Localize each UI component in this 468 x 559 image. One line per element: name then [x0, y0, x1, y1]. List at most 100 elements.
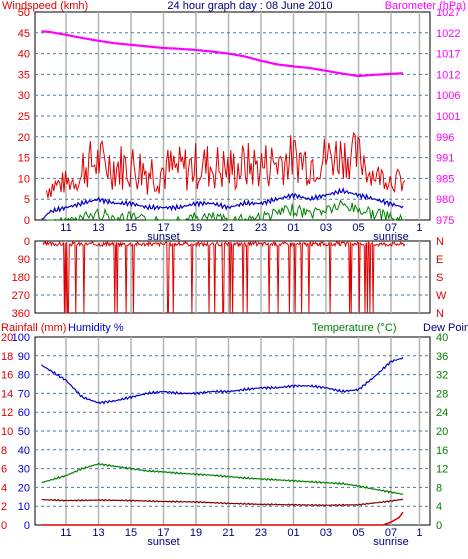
humidity-axis-title: Humidity % [68, 322, 124, 334]
wind-low-line [46, 199, 405, 222]
sunset-label: sunset [147, 536, 179, 548]
barometer-tick-label: 1022 [436, 28, 460, 40]
humidity-tick-label: 70 [18, 388, 30, 400]
wind-tick-label: 40 [18, 49, 30, 61]
x-tick-label: 03 [320, 222, 332, 234]
direction-tick-label: 0 [24, 236, 30, 248]
x-tick-label: 05 [352, 527, 364, 539]
temperature-tick-label: 28 [436, 388, 448, 400]
x-tick-label: 1 [416, 222, 422, 234]
temperature-tick-label: 24 [436, 407, 448, 419]
sunset-label: sunset [147, 231, 179, 243]
rain-tick-label: 2 [1, 501, 7, 513]
x-tick-label: 01 [287, 527, 299, 539]
wind-tick-label: 15 [18, 153, 30, 165]
x-tick-label: 03 [320, 527, 332, 539]
wind-tick-label: 5 [24, 194, 30, 206]
compass-tick-label: W [436, 290, 447, 302]
barometer-axis-title: Barometer (hPa) [385, 0, 466, 12]
direction-tick-label: 270 [12, 290, 30, 302]
wind-tick-label: 30 [18, 90, 30, 102]
compass-tick-label: S [436, 272, 443, 284]
rain-axis-title: Rainfall (mm) [1, 322, 66, 334]
temperature-tick-label: 8 [436, 482, 442, 494]
rain-tick-label: 14 [1, 388, 13, 400]
x-tick-label: 13 [92, 222, 104, 234]
humidity-tick-label: 80 [18, 370, 30, 382]
x-tick-label: 21 [222, 527, 234, 539]
rain-tick-label: 10 [1, 426, 13, 438]
x-tick-label: 13 [92, 527, 104, 539]
wind-tick-label: 20 [18, 132, 30, 144]
x-tick-label: 23 [255, 222, 267, 234]
rain-tick-label: 0 [1, 520, 7, 532]
direction-tick-label: 90 [18, 254, 30, 266]
x-tick-label: 1 [416, 527, 422, 539]
wind-tick-label: 10 [18, 173, 30, 185]
x-tick-label: 05 [352, 222, 364, 234]
barometer-tick-label: 1001 [436, 111, 460, 123]
x-tick-label: 01 [287, 222, 299, 234]
chart-labels: Windspeed (kmh) 24 hour graph day : 08 J… [1, 0, 468, 548]
rain-tick-label: 8 [1, 445, 7, 457]
temperature-tick-label: 0 [436, 520, 442, 532]
x-tick-label: 23 [255, 527, 267, 539]
humidity-tick-label: 30 [18, 464, 30, 476]
barometer-tick-label: 1027 [436, 7, 460, 19]
sunrise-label: sunrise [373, 536, 408, 548]
temperature-tick-label: 12 [436, 464, 448, 476]
barometer-tick-label: 975 [436, 215, 454, 227]
x-tick-label: 17 [157, 222, 169, 234]
barometer-tick-label: 996 [436, 132, 454, 144]
chart-marks [41, 30, 406, 526]
temperature-tick-label: 16 [436, 445, 448, 457]
humidity-tick-label: 90 [18, 351, 30, 363]
gridlines [35, 12, 430, 525]
rain-tick-label: 6 [1, 464, 7, 476]
rain-tick-label: 20 [1, 332, 13, 344]
wind-tick-label: 45 [18, 28, 30, 40]
sunrise-label: sunrise [373, 231, 408, 243]
rain-tick-label: 12 [1, 407, 13, 419]
humidity-tick-label: 60 [18, 407, 30, 419]
compass-tick-label: N [436, 308, 444, 320]
humidity-tick-label: 40 [18, 445, 30, 457]
compass-tick-label: N [436, 236, 444, 248]
temperature-tick-label: 20 [436, 426, 448, 438]
panel3-plot-area [34, 336, 431, 526]
temperature-tick-label: 32 [436, 370, 448, 382]
rain-tick-label: 16 [1, 370, 13, 382]
barometer-tick-label: 985 [436, 173, 454, 185]
x-tick-label: 17 [157, 527, 169, 539]
x-tick-label: 21 [222, 222, 234, 234]
humidity-tick-label: 50 [18, 426, 30, 438]
wind-direction-line [42, 240, 406, 314]
wind-tick-label: 25 [18, 111, 30, 123]
temperature-tick-label: 36 [436, 351, 448, 363]
humidity-tick-label: 20 [18, 482, 30, 494]
barometer-tick-label: 980 [436, 194, 454, 206]
temperature-line [41, 462, 404, 496]
wind-average-line [41, 187, 404, 220]
x-tick-label: 19 [190, 527, 202, 539]
x-tick-label: 07 [385, 222, 397, 234]
barometer-tick-label: 1006 [436, 90, 460, 102]
wind-tick-label: 35 [18, 69, 30, 81]
humidity-line [41, 356, 404, 405]
humidity-tick-label: 0 [24, 520, 30, 532]
barometer-tick-label: 991 [436, 153, 454, 165]
dewpoint-axis-title: Dew Point [423, 322, 468, 334]
wind-axis-title: Windspeed (kmh) [2, 0, 88, 12]
x-tick-label: 19 [190, 222, 202, 234]
humidity-tick-label: 10 [18, 501, 30, 513]
rain-tick-label: 18 [1, 351, 13, 363]
wind-gust-line [46, 131, 406, 199]
chart-title: 24 hour graph day : 08 June 2010 [167, 0, 332, 12]
humidity-tick-label: 100 [12, 332, 30, 344]
rainfall-line [41, 511, 404, 526]
temperature-axis-title: Temperature (°C) [312, 322, 396, 334]
temperature-tick-label: 4 [436, 501, 442, 513]
barometer-tick-label: 1012 [436, 69, 460, 81]
direction-tick-label: 180 [12, 272, 30, 284]
